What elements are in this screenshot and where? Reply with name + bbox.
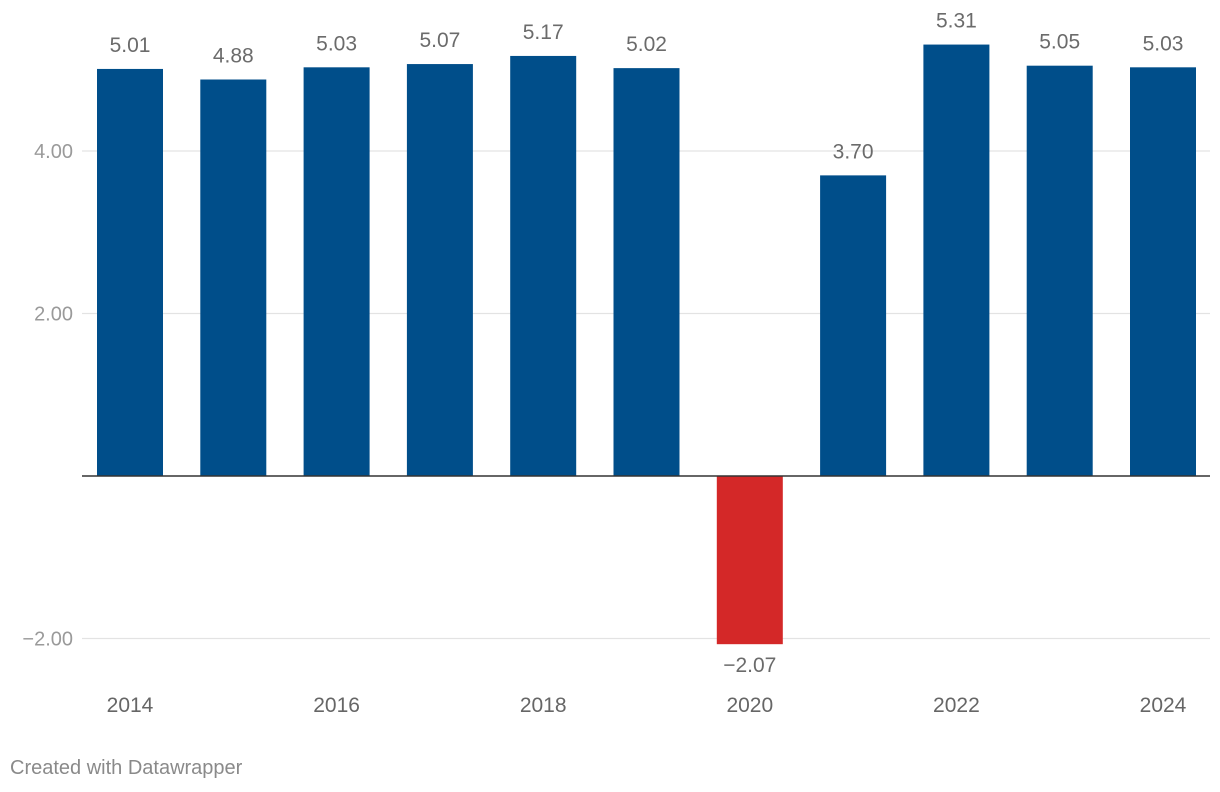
y-tick-label: −2.00 bbox=[22, 629, 73, 651]
value-label-2024: 5.03 bbox=[1143, 32, 1184, 55]
bars bbox=[97, 44, 1196, 645]
value-label-2023: 5.05 bbox=[1039, 31, 1080, 54]
value-labels: 5.01 4.88 5.03 5.07 5.17 5.02 −2.07 3.70 5.31 5.0… bbox=[110, 10, 1184, 678]
value-label-2020: −2.07 bbox=[723, 654, 776, 677]
bar-chart: 4.00 2.00 −2.00 5.01 4.88 5.03 5.07 5.17 5.02 −2… bbox=[22, 10, 1210, 717]
value-label-2021: 3.70 bbox=[833, 140, 874, 163]
bar-2018 bbox=[510, 55, 577, 476]
bar-2017 bbox=[406, 64, 473, 476]
x-tick-label-2018: 2018 bbox=[520, 694, 567, 717]
x-tick-label-2024: 2024 bbox=[1140, 694, 1187, 717]
x-tick-label-2016: 2016 bbox=[313, 694, 360, 717]
bar-2016 bbox=[303, 67, 370, 476]
y-tick-label: 4.00 bbox=[34, 141, 73, 163]
value-label-2016: 5.03 bbox=[316, 32, 357, 55]
footer-credit: Created with Datawrapper bbox=[10, 757, 243, 779]
bar-2019 bbox=[613, 68, 680, 476]
x-tick-label-2014: 2014 bbox=[107, 694, 154, 717]
value-label-2019: 5.02 bbox=[626, 33, 667, 56]
value-label-2018: 5.17 bbox=[523, 21, 564, 44]
bar-2023 bbox=[1026, 65, 1093, 476]
value-label-2022: 5.31 bbox=[936, 10, 977, 33]
bar-2020 bbox=[716, 476, 783, 645]
bar-2021 bbox=[820, 175, 887, 476]
x-tick-label-2022: 2022 bbox=[933, 694, 980, 717]
bar-2022 bbox=[923, 44, 990, 476]
value-label-2015: 4.88 bbox=[213, 45, 254, 68]
x-tick-label-2020: 2020 bbox=[726, 694, 773, 717]
y-tick-label: 2.00 bbox=[34, 304, 73, 326]
value-label-2017: 5.07 bbox=[419, 29, 460, 52]
bar-2014 bbox=[97, 68, 163, 476]
value-label-2014: 5.01 bbox=[110, 34, 151, 57]
bar-2024 bbox=[1130, 67, 1196, 476]
bar-2015 bbox=[200, 79, 267, 476]
x-axis: 2014 2016 2018 2020 2022 2024 bbox=[82, 475, 1210, 717]
